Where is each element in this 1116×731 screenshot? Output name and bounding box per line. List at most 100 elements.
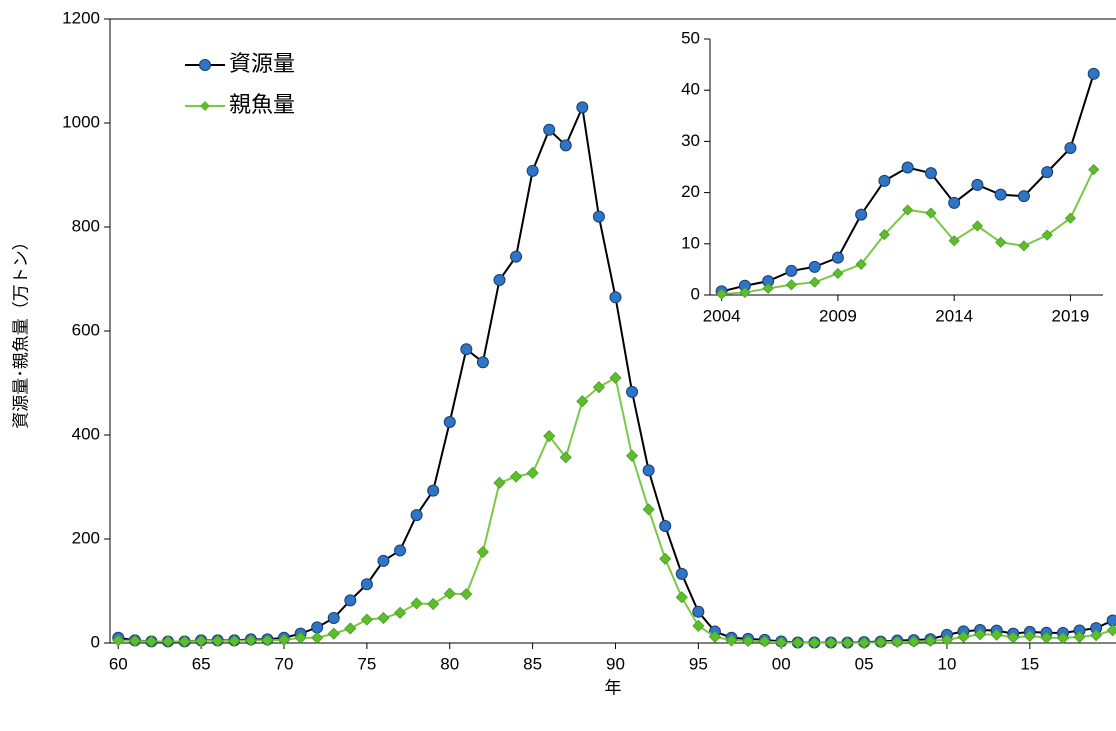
data-point [510,250,523,263]
y-tick-label: 200 [72,528,100,547]
y-tick-label: 400 [72,424,100,443]
data-point [1007,631,1020,644]
data-point [161,635,175,648]
y-tick-label: 10 [681,233,700,252]
data-point [1090,629,1103,642]
data-point [995,236,1007,248]
x-axis-title: 年 [605,678,622,697]
data-point [831,251,844,264]
legend-marker [200,101,210,111]
data-point [878,174,891,187]
x-tick-label: 2014 [935,306,973,325]
data-point [675,591,688,604]
data-point [948,235,960,247]
data-point [460,588,473,601]
data-point [543,429,556,443]
data-point [344,594,357,607]
data-point [858,636,871,649]
y-tick-label: 0 [91,632,100,651]
data-point [261,634,274,647]
data-point [948,196,961,209]
x-tick-label: 00 [772,654,791,673]
data-point [874,636,887,649]
data-point [576,395,589,408]
data-point [901,161,914,174]
y-tick-label: 1200 [62,8,100,27]
data-point [925,207,937,219]
data-point [609,291,622,304]
data-point [493,476,506,489]
y-tick-label: 50 [681,28,700,47]
legend-marker [199,59,211,71]
data-point [808,636,821,649]
data-point [145,635,158,648]
data-point [1023,629,1036,643]
data-point [1018,240,1030,252]
data-point [427,484,440,497]
x-tick-label: 60 [109,654,128,673]
data-point [576,101,589,114]
data-point [443,416,456,428]
data-point [609,371,622,384]
data-point [692,605,705,618]
x-tick-label: 70 [275,654,294,673]
data-point [742,634,755,647]
data-point [244,634,257,647]
x-tick-label: 80 [440,654,459,673]
data-point [128,634,141,647]
data-point [1088,163,1100,176]
data-point [994,188,1007,201]
data-point [940,633,954,646]
data-point [1073,630,1086,643]
data-point [443,587,456,600]
data-point [476,356,489,369]
data-point [360,613,373,626]
y-tick-label: 0 [691,284,700,303]
data-point [878,229,890,241]
data-point [195,634,208,647]
x-tick-label: 2019 [1052,306,1090,325]
data-point [394,544,407,557]
data-point [841,636,854,649]
data-point [924,634,937,647]
data-point [924,167,937,180]
data-point [775,636,788,649]
y-axis-title: 資源量･親魚量（万トン） [11,233,30,429]
data-point [559,139,572,152]
data-point [228,634,241,647]
data-point [311,621,324,634]
data-point [377,611,390,625]
data-point [1106,614,1116,627]
data-point [327,612,340,625]
x-tick-label: 85 [523,654,542,673]
data-point [659,520,672,532]
x-tick-label: 95 [689,654,708,673]
data-point [294,631,307,644]
data-point [509,470,523,483]
data-point [592,210,605,223]
y-tick-label: 600 [72,320,100,339]
data-point [1064,212,1077,224]
data-point [526,164,539,177]
data-point [957,630,970,643]
data-point [971,178,984,191]
data-point [1041,229,1053,241]
data-point [1040,631,1053,644]
data-point [1056,631,1070,645]
y-tick-label: 40 [681,80,700,99]
data-point [855,258,867,270]
data-point [1064,142,1077,155]
data-point [178,635,191,648]
data-point [493,274,506,287]
data-point [360,578,373,591]
data-point [785,279,797,291]
data-point [902,204,914,216]
data-point [758,635,771,648]
x-tick-label: 10 [937,654,956,673]
data-point [526,466,539,480]
y-tick-label: 800 [72,216,100,235]
data-point [410,509,423,522]
data-point [642,464,655,477]
data-point [1041,166,1054,179]
